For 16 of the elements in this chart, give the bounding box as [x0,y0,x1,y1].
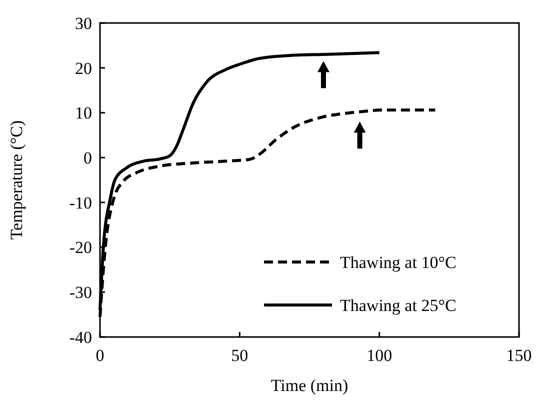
x-tick-label: 50 [231,346,248,365]
x-tick-label: 150 [506,346,532,365]
y-tick-label: 10 [75,104,92,123]
y-tick-label: 0 [84,148,92,168]
legend-label: Thawing at 25°C [340,296,456,315]
x-axis-title: Time (min) [270,376,348,395]
x-tick-label: 0 [96,346,104,365]
y-tick-label: -30 [69,283,92,302]
y-axis-title: Temperature (°C) [7,120,26,240]
legend-label: Thawing at 10°C [340,252,456,272]
y-tick-label: 30 [75,14,92,33]
y-tick-label: -20 [69,238,92,258]
x-tick-label: 100 [366,346,392,365]
y-tick-label: -10 [69,193,92,212]
y-tick-label: 20 [75,58,92,78]
y-tick-label: -40 [69,328,92,347]
